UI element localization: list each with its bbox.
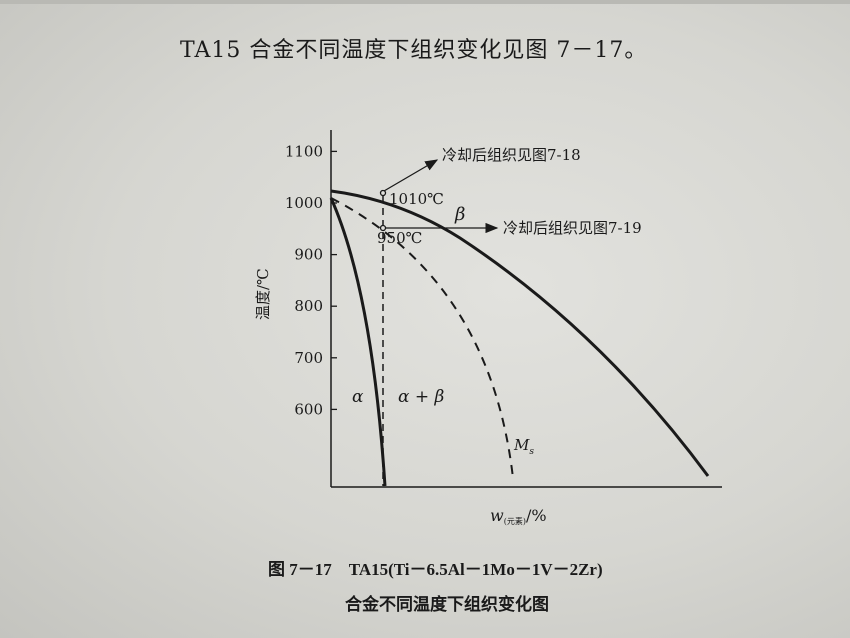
point-1010 bbox=[379, 189, 387, 197]
y-tick-label: 1000 bbox=[285, 194, 323, 212]
label-950: 950℃ bbox=[377, 229, 422, 247]
y-tick-label: 700 bbox=[294, 349, 323, 367]
figure-caption-line2: 合金不同温度下组织变化图 bbox=[345, 595, 549, 615]
x-axis-label: w(元素)/% bbox=[490, 506, 547, 526]
region-alpha-beta: α + β bbox=[398, 387, 445, 407]
region-beta: β bbox=[454, 204, 465, 225]
previous-line-edge bbox=[0, 0, 850, 4]
y-tick-label: 900 bbox=[294, 246, 323, 264]
arrow-text-1: 冷却后组织见图7-18 bbox=[442, 146, 581, 164]
beta-transus-curve bbox=[330, 189, 710, 477]
label-1010: 1010℃ bbox=[389, 190, 444, 208]
point-950 bbox=[379, 224, 387, 232]
y-tick-label: 800 bbox=[294, 297, 323, 315]
y-axis-label: 温度/℃ bbox=[254, 268, 272, 320]
y-tick-label: 1100 bbox=[285, 142, 323, 160]
arrow-text-2: 冷却后组织见图7-19 bbox=[503, 219, 642, 237]
ms-label: Ms bbox=[513, 436, 534, 457]
arrow-1010 bbox=[383, 159, 439, 192]
alpha-boundary-curve bbox=[329, 197, 387, 487]
intro-text: TA15 合金不同温度下组织变化见图 7－17。 bbox=[180, 38, 648, 63]
figure-caption-line1: 图 7－17 TA15(Ti－6.5Al－1Mo－1V－2Zr) bbox=[268, 560, 603, 579]
y-tick-label: 600 bbox=[294, 400, 323, 418]
region-alpha: α bbox=[352, 387, 364, 407]
